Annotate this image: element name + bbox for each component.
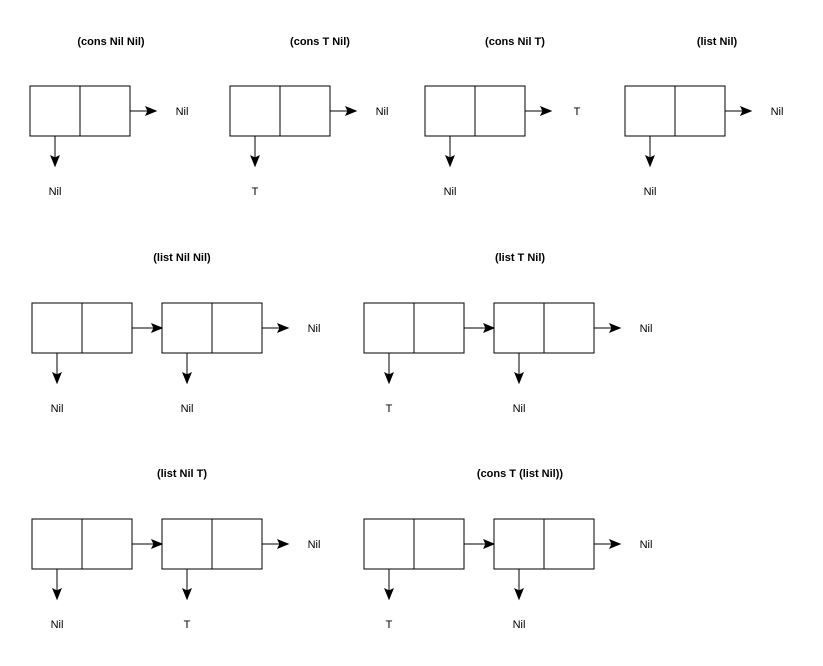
car-box bbox=[229, 85, 281, 137]
cdr-arrow-head bbox=[539, 106, 553, 116]
car-box bbox=[363, 302, 415, 354]
diagram-7: (list Nil T) Nil T Nil bbox=[31, 468, 321, 631]
cdr-box bbox=[81, 302, 133, 354]
cdr-value-label: Nil bbox=[308, 323, 321, 335]
cdr-arrow-head bbox=[276, 323, 290, 333]
car-value-label: T bbox=[386, 403, 393, 415]
cdr-value-label: Nil bbox=[640, 539, 653, 551]
car-arrow-head bbox=[514, 587, 524, 601]
car-box bbox=[363, 518, 415, 570]
diagram-2: (cons T Nil) T Nil bbox=[229, 36, 389, 198]
car-box bbox=[31, 518, 83, 570]
cdr-box bbox=[674, 85, 726, 137]
cdr-arrow-head bbox=[276, 539, 290, 549]
car-value-label: T bbox=[252, 186, 259, 198]
diagram-1: (cons Nil Nil) Nil Nil bbox=[29, 36, 189, 198]
cdr-arrow-head bbox=[482, 323, 496, 333]
car-value-label: T bbox=[184, 619, 191, 631]
car-arrow-head bbox=[182, 371, 192, 385]
diagram-6: (list T Nil) T Nil Nil bbox=[363, 252, 653, 415]
cdr-value-label: T bbox=[574, 106, 581, 118]
cdr-arrow-head bbox=[608, 539, 622, 549]
diagram-title: (list T Nil) bbox=[495, 252, 545, 264]
cdr-box bbox=[211, 518, 263, 570]
car-value-label: Nil bbox=[51, 403, 64, 415]
diagram-title: (cons T Nil) bbox=[290, 36, 350, 48]
car-value-label: Nil bbox=[513, 619, 526, 631]
cdr-box bbox=[279, 85, 331, 137]
car-box bbox=[29, 85, 81, 137]
cdr-box bbox=[474, 85, 526, 137]
diagram-4: (list Nil) Nil Nil bbox=[624, 36, 784, 198]
cdr-arrow-head bbox=[482, 539, 496, 549]
cdr-value-label: Nil bbox=[376, 106, 389, 118]
car-value-label: T bbox=[386, 619, 393, 631]
car-value-label: Nil bbox=[49, 186, 62, 198]
car-box bbox=[493, 518, 545, 570]
cdr-arrow-head bbox=[150, 323, 164, 333]
cdr-box bbox=[543, 518, 595, 570]
cdr-value-label: Nil bbox=[771, 106, 784, 118]
car-arrow-head bbox=[52, 587, 62, 601]
car-value-label: Nil bbox=[444, 186, 457, 198]
car-value-label: Nil bbox=[51, 619, 64, 631]
diagram-3: (cons Nil T) Nil T bbox=[424, 36, 581, 198]
diagram-8: (cons T (list Nil)) T Nil Nil bbox=[363, 468, 653, 631]
cdr-value-label: Nil bbox=[308, 539, 321, 551]
cdr-arrow-head bbox=[739, 106, 753, 116]
car-arrow-head bbox=[645, 154, 655, 168]
car-value-label: Nil bbox=[513, 403, 526, 415]
car-box bbox=[624, 85, 676, 137]
cdr-arrow-head bbox=[344, 106, 358, 116]
diagram-5: (list Nil Nil) Nil Nil Nil bbox=[31, 252, 321, 415]
diagram-title: (cons Nil Nil) bbox=[77, 36, 145, 48]
diagram-title: (cons T (list Nil)) bbox=[477, 468, 564, 480]
cdr-box bbox=[413, 518, 465, 570]
car-box bbox=[31, 302, 83, 354]
cdr-box bbox=[543, 302, 595, 354]
diagram-title: (list Nil T) bbox=[157, 468, 207, 480]
car-box bbox=[424, 85, 476, 137]
car-box bbox=[493, 302, 545, 354]
car-value-label: Nil bbox=[644, 186, 657, 198]
car-box bbox=[161, 302, 213, 354]
diagram-title: (list Nil) bbox=[697, 36, 738, 48]
cdr-box bbox=[413, 302, 465, 354]
car-arrow-head bbox=[384, 371, 394, 385]
cdr-value-label: Nil bbox=[640, 323, 653, 335]
cdr-value-label: Nil bbox=[176, 106, 189, 118]
cdr-box bbox=[79, 85, 131, 137]
diagram-title: (cons Nil T) bbox=[485, 36, 545, 48]
car-value-label: Nil bbox=[181, 403, 194, 415]
diagram-title: (list Nil Nil) bbox=[153, 252, 211, 264]
car-arrow-head bbox=[52, 371, 62, 385]
car-arrow-head bbox=[445, 154, 455, 168]
cdr-box bbox=[211, 302, 263, 354]
car-arrow-head bbox=[50, 154, 60, 168]
car-arrow-head bbox=[250, 154, 260, 168]
car-arrow-head bbox=[384, 587, 394, 601]
car-arrow-head bbox=[514, 371, 524, 385]
cdr-arrow-head bbox=[144, 106, 158, 116]
cdr-arrow-head bbox=[608, 323, 622, 333]
cdr-arrow-head bbox=[150, 539, 164, 549]
cdr-box bbox=[81, 518, 133, 570]
car-box bbox=[161, 518, 213, 570]
car-arrow-head bbox=[182, 587, 192, 601]
